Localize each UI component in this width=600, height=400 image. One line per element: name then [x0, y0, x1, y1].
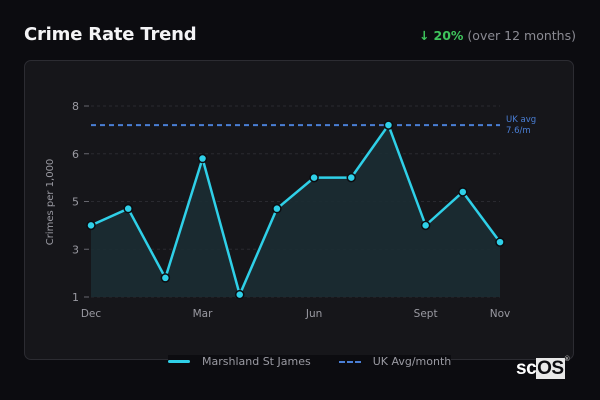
data-point-jan[interactable] — [123, 203, 133, 214]
series-line — [90, 123, 502, 296]
data-point-mar[interactable] — [197, 153, 208, 164]
data-point-jun[interactable] — [309, 172, 319, 183]
data-point-nov[interactable] — [495, 237, 505, 247]
reference-swatch — [338, 360, 361, 363]
series-swatch — [168, 360, 190, 363]
data-point-oct[interactable] — [458, 187, 468, 197]
x-tick-label: Sept — [414, 308, 438, 320]
chart-legend: Marshland St James UK Avg/month — [168, 355, 452, 368]
data-point-dec[interactable] — [86, 220, 96, 231]
chart-title: Crime Rate Trend — [24, 24, 197, 45]
trend-note: (over 12 months) — [467, 28, 576, 43]
y-tick-label: 5 — [72, 196, 79, 209]
y-axis-label: Crimes per 1,000 — [45, 159, 56, 246]
legend-reference-label[interactable]: UK Avg/month — [372, 355, 452, 368]
trend-summary: ↓ 20% (over 12 months) — [419, 28, 576, 43]
data-point-feb[interactable] — [160, 273, 171, 283]
uk-average-annotation-value: 7.6/m — [506, 126, 531, 136]
x-tick-label: Dec — [81, 308, 102, 320]
y-tick-label: 3 — [72, 243, 79, 256]
data-point-aug[interactable] — [383, 120, 394, 130]
x-tick-label: Jun — [305, 308, 322, 320]
data-point-apr[interactable] — [234, 289, 245, 300]
data-point-jul[interactable] — [346, 172, 357, 183]
legend-series-label[interactable]: Marshland St James — [202, 355, 311, 368]
trend-percentage: 20% — [433, 28, 464, 43]
x-tick-label: Nov — [490, 308, 511, 320]
down-arrow-icon: ↓ — [419, 28, 430, 43]
series-area — [91, 125, 500, 297]
y-tick-label: 1 — [72, 291, 79, 304]
y-tick-label: 8 — [72, 100, 79, 113]
y-tick-label: 6 — [72, 148, 79, 161]
x-tick-label: Mar — [193, 308, 213, 320]
scos-logo: scOS® — [516, 356, 570, 379]
data-point-may[interactable] — [272, 203, 282, 214]
uk-average-annotation: UK avg — [506, 115, 536, 125]
data-point-sept[interactable] — [420, 220, 431, 231]
